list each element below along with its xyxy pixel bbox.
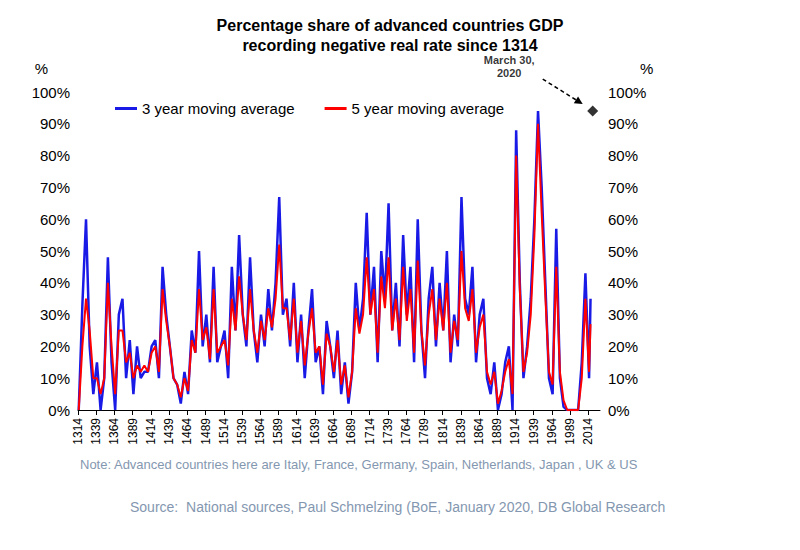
svg-text:10%: 10% bbox=[40, 370, 70, 387]
svg-text:Percentage share of advanced c: Percentage share of advanced countries G… bbox=[217, 17, 564, 34]
svg-text:90%: 90% bbox=[40, 115, 70, 132]
svg-text:1789: 1789 bbox=[417, 418, 431, 445]
svg-text:1714: 1714 bbox=[363, 418, 377, 445]
svg-text:1889: 1889 bbox=[490, 418, 504, 445]
svg-text:10%: 10% bbox=[608, 370, 638, 387]
svg-text:40%: 40% bbox=[608, 274, 638, 291]
svg-text:recording negative real rate s: recording negative real rate since 1314 bbox=[242, 37, 537, 54]
svg-text:30%: 30% bbox=[608, 306, 638, 323]
svg-text:1439: 1439 bbox=[162, 418, 176, 445]
svg-text:50%: 50% bbox=[608, 243, 638, 260]
svg-text:30%: 30% bbox=[40, 306, 70, 323]
svg-text:1664: 1664 bbox=[326, 418, 340, 445]
svg-text:1514: 1514 bbox=[217, 418, 231, 445]
svg-text:5 year moving average: 5 year moving average bbox=[352, 100, 505, 117]
svg-text:1864: 1864 bbox=[472, 418, 486, 445]
svg-text:2014: 2014 bbox=[581, 418, 595, 445]
svg-text:Note: Advanced countries here: Note: Advanced countries here are Italy,… bbox=[80, 457, 638, 472]
svg-text:1414: 1414 bbox=[144, 418, 158, 445]
svg-text:1989: 1989 bbox=[563, 418, 577, 445]
svg-text:80%: 80% bbox=[40, 147, 70, 164]
svg-text:1339: 1339 bbox=[89, 418, 103, 445]
svg-text:%: % bbox=[640, 60, 653, 77]
svg-text:1939: 1939 bbox=[527, 418, 541, 445]
svg-text:1639: 1639 bbox=[308, 418, 322, 445]
svg-text:Source: National sources, Pau: Source: National sources, Paul Schmelzin… bbox=[130, 499, 665, 515]
svg-text:1489: 1489 bbox=[199, 418, 213, 445]
svg-text:100%: 100% bbox=[32, 84, 70, 101]
svg-text:100%: 100% bbox=[608, 84, 646, 101]
svg-text:1589: 1589 bbox=[271, 418, 285, 445]
svg-text:50%: 50% bbox=[40, 243, 70, 260]
svg-text:1564: 1564 bbox=[253, 418, 267, 445]
svg-text:0%: 0% bbox=[608, 402, 630, 419]
svg-text:1914: 1914 bbox=[508, 418, 522, 445]
svg-text:60%: 60% bbox=[40, 211, 70, 228]
svg-text:1764: 1764 bbox=[399, 418, 413, 445]
svg-text:20%: 20% bbox=[40, 338, 70, 355]
svg-text:1389: 1389 bbox=[126, 418, 140, 445]
svg-text:1814: 1814 bbox=[436, 418, 450, 445]
svg-text:March 30,: March 30, bbox=[484, 54, 535, 66]
svg-text:70%: 70% bbox=[40, 179, 70, 196]
svg-text:0%: 0% bbox=[48, 402, 70, 419]
svg-text:70%: 70% bbox=[608, 179, 638, 196]
svg-text:1314: 1314 bbox=[71, 418, 85, 445]
svg-text:1964: 1964 bbox=[545, 418, 559, 445]
svg-text:2020: 2020 bbox=[497, 67, 521, 79]
svg-text:1364: 1364 bbox=[107, 418, 121, 445]
svg-text:60%: 60% bbox=[608, 211, 638, 228]
svg-text:1614: 1614 bbox=[290, 418, 304, 445]
svg-text:3 year moving average: 3 year moving average bbox=[142, 100, 295, 117]
svg-text:1464: 1464 bbox=[180, 418, 194, 445]
svg-text:1739: 1739 bbox=[381, 418, 395, 445]
svg-text:20%: 20% bbox=[608, 338, 638, 355]
svg-text:1689: 1689 bbox=[344, 418, 358, 445]
svg-text:40%: 40% bbox=[40, 274, 70, 291]
svg-text:80%: 80% bbox=[608, 147, 638, 164]
svg-text:90%: 90% bbox=[608, 115, 638, 132]
svg-text:1539: 1539 bbox=[235, 418, 249, 445]
svg-text:%: % bbox=[35, 60, 48, 77]
svg-text:1839: 1839 bbox=[454, 418, 468, 445]
